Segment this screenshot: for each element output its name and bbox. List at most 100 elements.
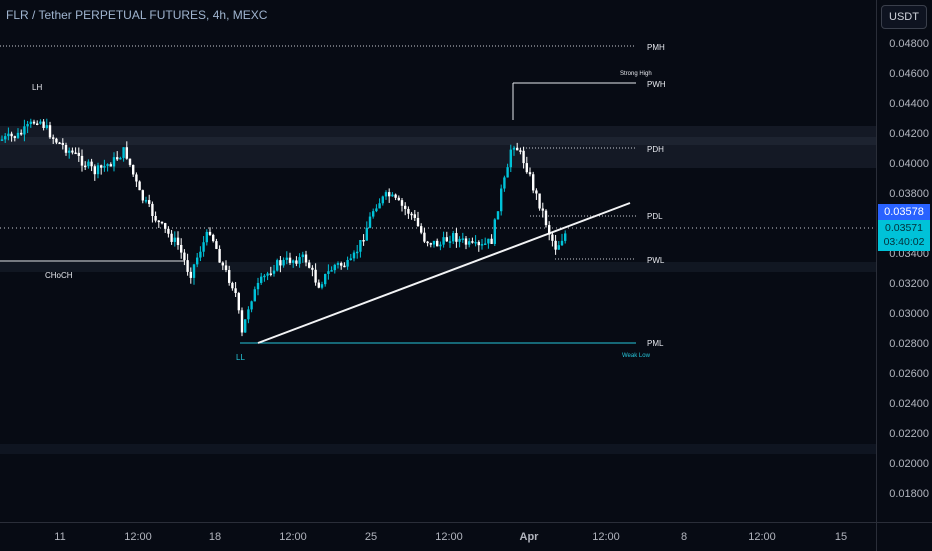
candle-body <box>522 150 525 164</box>
candle-body <box>490 238 493 244</box>
candle-body <box>64 144 68 153</box>
candle-body <box>199 251 202 258</box>
candle-body <box>58 142 61 145</box>
candle-body <box>260 276 263 283</box>
candle-body <box>170 233 173 242</box>
candle-body <box>500 188 503 212</box>
last-price-badge: 0.03578 <box>878 204 930 220</box>
price-tick: 0.03800 <box>889 188 929 200</box>
candle-body <box>266 273 269 276</box>
candle-body <box>445 237 448 242</box>
price-tick: 0.04000 <box>889 158 929 170</box>
candle-body <box>506 167 509 178</box>
candle-body <box>157 220 160 223</box>
candle-body <box>16 132 20 138</box>
candle-body <box>484 243 487 245</box>
candle-body <box>314 269 317 283</box>
price-axis[interactable]: USDT 0.04800 0.04600 0.04400 0.04200 0.04000… <box>876 0 932 522</box>
candle-body <box>356 251 359 254</box>
candle-body <box>282 259 285 266</box>
candle-body <box>29 121 32 125</box>
candle-body <box>295 260 298 264</box>
candle-body <box>221 262 224 266</box>
candle-body <box>410 213 413 216</box>
candle-body <box>544 210 548 226</box>
price-tick: 0.02400 <box>889 398 929 410</box>
candle-body <box>144 200 148 202</box>
candle-body <box>541 208 544 211</box>
price-tick: 0.02200 <box>889 428 929 440</box>
candle-body <box>202 242 205 252</box>
candle-body <box>68 150 71 153</box>
candle-body <box>71 150 74 153</box>
candle-body <box>263 275 266 278</box>
candle-body <box>234 288 237 294</box>
pdl-label: PDL <box>647 212 663 221</box>
trendline[interactable] <box>257 202 631 344</box>
candle-body <box>119 157 122 160</box>
symbol-title[interactable]: FLR / Tether PERPETUAL FUTURES, 4h, MEXC <box>6 8 268 22</box>
candle-body <box>480 244 484 246</box>
chart-area[interactable]: PMH Strong High PWH PDH PDL PWL PML Weak… <box>0 0 876 522</box>
candle-body <box>240 310 244 333</box>
time-tick: 12:00 <box>279 531 307 543</box>
candle-body <box>442 237 445 245</box>
weak-low-label: Weak Low <box>622 353 651 359</box>
candle-body <box>42 121 45 128</box>
candle-body <box>528 172 532 175</box>
candle-body <box>298 257 301 264</box>
candle-body <box>336 263 340 265</box>
pdh-label: PDH <box>647 145 664 154</box>
supply-zone <box>0 126 876 168</box>
candle-body <box>343 265 346 268</box>
candle-body <box>231 282 234 289</box>
candle-body <box>109 164 112 167</box>
candle-body <box>564 233 567 241</box>
candle-body <box>429 243 432 245</box>
candle-body <box>420 226 423 233</box>
candle-body <box>10 133 13 137</box>
candle-body <box>0 139 4 141</box>
candle-body <box>164 223 167 229</box>
time-tick: 12:00 <box>748 531 776 543</box>
candle-body <box>551 234 554 241</box>
axis-corner[interactable] <box>876 522 932 551</box>
time-tick: 11 <box>54 531 66 543</box>
candle-body <box>381 196 384 204</box>
pwh-label: PWH <box>647 80 666 89</box>
price-chart[interactable]: PMH Strong High PWH PDH PDL PWL PML Weak… <box>0 0 876 522</box>
candle-body <box>468 241 471 245</box>
candle-body <box>439 244 442 247</box>
candle-body <box>554 240 557 250</box>
candle-body <box>39 121 42 124</box>
candle-body <box>394 194 397 198</box>
candle-body <box>279 260 282 266</box>
candle-body <box>84 165 87 168</box>
candle-body <box>74 152 77 155</box>
candle-body <box>317 282 320 288</box>
candle-body <box>112 157 116 167</box>
candle-body <box>45 125 48 128</box>
price-tick: 0.04800 <box>889 38 929 50</box>
candle-body <box>404 205 407 209</box>
candle-body <box>493 219 496 244</box>
candle-body <box>327 271 330 274</box>
candle-body <box>375 208 378 212</box>
candle-body <box>285 257 288 260</box>
candle-body <box>90 161 93 167</box>
currency-unit-button[interactable]: USDT <box>881 5 927 29</box>
candle-body <box>167 228 170 234</box>
candle-body <box>141 190 144 201</box>
candle-body <box>218 248 221 263</box>
time-axis[interactable]: 11 12:00 18 12:00 25 12:00 Apr 12:00 8 12:00 15 <box>0 522 876 551</box>
candle-body <box>55 138 58 143</box>
candle-body <box>186 260 189 272</box>
ll-label: LL <box>236 353 245 362</box>
candle-body <box>397 197 400 201</box>
price-tick: 0.03400 <box>889 248 929 260</box>
candle-body <box>477 241 480 246</box>
candle-body <box>253 289 256 302</box>
lh-label: LH <box>32 83 42 92</box>
candle-body <box>173 237 176 242</box>
candle-body <box>330 270 333 272</box>
